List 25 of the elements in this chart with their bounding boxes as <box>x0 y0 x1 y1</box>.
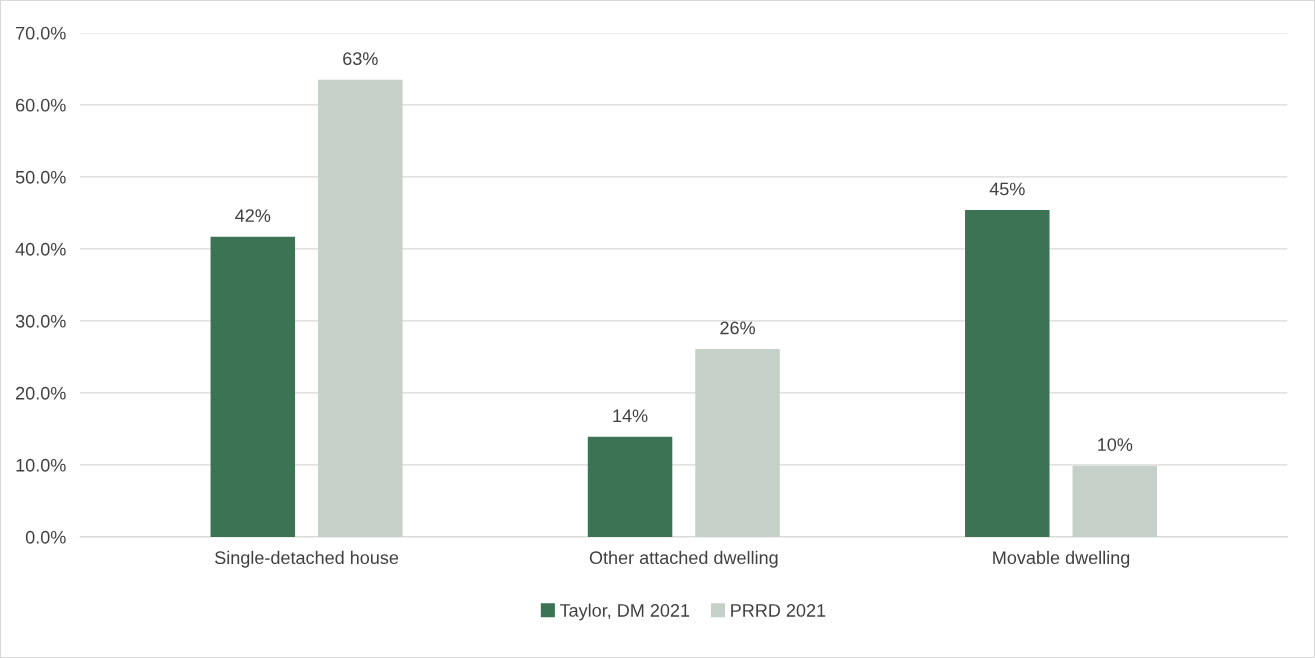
data-label: 42% <box>235 209 271 222</box>
x-tick-label: Other attached dwelling <box>589 550 778 568</box>
y-tick-label: 30.0% <box>15 314 66 328</box>
bar <box>1072 465 1158 537</box>
legend-label: PRRD 2021 <box>731 604 826 617</box>
data-label: 45% <box>989 182 1025 196</box>
bar <box>318 79 403 537</box>
data-label: 14% <box>613 409 648 423</box>
y-tick-label: 60.0% <box>16 98 66 112</box>
data-label: 10% <box>1098 438 1133 451</box>
y-tick-label: 10.0% <box>16 458 66 472</box>
y-tick-label: 20.0% <box>16 386 66 400</box>
legend-label: Taylor, DM 2021 <box>559 603 690 621</box>
bar <box>695 349 780 537</box>
bar <box>210 236 296 537</box>
bar <box>965 210 1050 537</box>
bar <box>587 436 673 537</box>
x-tick-label: Single-detached house <box>215 550 399 568</box>
data-label: 63% <box>343 52 378 66</box>
y-tick-label: 70.0% <box>16 26 66 40</box>
y-tick-label: 0.0% <box>25 530 66 544</box>
y-tick-label: 50.0% <box>15 170 66 184</box>
x-tick-label: Movable dwelling <box>993 550 1130 568</box>
data-label: 26% <box>720 321 755 335</box>
y-tick-label: 40.0% <box>15 242 66 256</box>
